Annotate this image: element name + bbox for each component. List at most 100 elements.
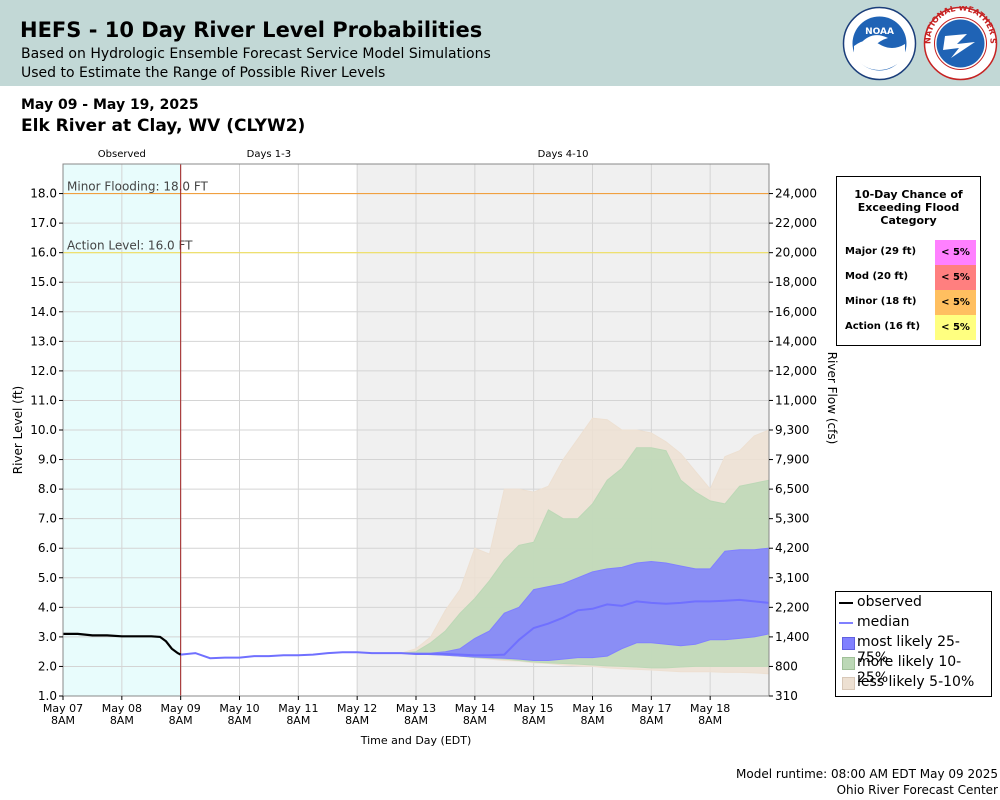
y2-tick-label: 6,500: [775, 482, 809, 496]
period-label: Observed: [98, 149, 146, 160]
chance-row-action: Action (16 ft) < 5%: [837, 315, 980, 340]
x-tick-label: May 15: [514, 702, 554, 715]
legend-item-most-likely: most likely 25-75%: [836, 633, 991, 666]
y2-tick-label: 1,400: [775, 630, 809, 644]
y2-tick-label: 800: [775, 659, 798, 673]
y-tick-label: 5.0: [38, 571, 57, 585]
date-range: May 09 - May 19, 2025: [21, 97, 199, 113]
y2-tick-label: 9,300: [775, 423, 809, 437]
x-tick-sublabel: 8AM: [51, 714, 75, 727]
chance-label: Minor (18 ft): [845, 296, 917, 307]
model-runtime: Model runtime: 08:00 AM EDT May 09 2025: [736, 767, 998, 781]
y-tick-label: 9.0: [38, 453, 57, 467]
y2-tick-label: 2,200: [775, 600, 809, 614]
y-tick-label: 15.0: [30, 275, 57, 289]
x-tick-label: May 17: [631, 702, 671, 715]
x-tick-sublabel: 8AM: [345, 714, 369, 727]
x-tick-label: May 07: [43, 702, 83, 715]
y-tick-label: 1.0: [38, 689, 57, 703]
y-tick-label: 11.0: [30, 393, 57, 407]
y2-tick-label: 5,300: [775, 512, 809, 526]
y2-tick-label: 24,000: [775, 187, 817, 201]
x-tick-label: May 18: [690, 702, 730, 715]
chart-legend: observed median most likely 25-75% more …: [835, 591, 992, 697]
legend-label: median: [857, 614, 910, 630]
observed-line: [63, 632, 182, 656]
forecast-center: Ohio River Forecast Center: [836, 783, 998, 797]
y-tick-label: 6.0: [38, 541, 57, 555]
page-title: HEFS - 10 Day River Level Probabilities: [20, 18, 483, 42]
chance-label: Mod (20 ft): [845, 271, 909, 282]
legend-box-swatch: [842, 677, 855, 690]
y-tick-label: 8.0: [38, 482, 57, 496]
x-tick-label: May 16: [572, 702, 612, 715]
x-tick-label: May 12: [337, 702, 377, 715]
chance-value: < 5%: [935, 240, 976, 265]
y-tick-label: 18.0: [30, 187, 57, 201]
x-tick-label: May 11: [278, 702, 318, 715]
page-subtitle-1: Based on Hydrologic Ensemble Forecast Se…: [21, 46, 491, 62]
y2-tick-label: 12,000: [775, 364, 817, 378]
y2-tick-label: 18,000: [775, 275, 817, 289]
flood-chance-table: 10-Day Chance of Exceeding Flood Categor…: [836, 176, 981, 346]
y-tick-label: 14.0: [30, 305, 57, 319]
legend-line-swatch: [839, 602, 853, 604]
x-tick-sublabel: 8AM: [698, 714, 722, 727]
chance-value: < 5%: [935, 315, 976, 340]
period-label: Days 1-3: [247, 149, 291, 160]
legend-label: most likely 25-75%: [857, 634, 960, 666]
threshold-label: Minor Flooding: 18.0 FT: [67, 180, 209, 194]
x-tick-sublabel: 8AM: [286, 714, 310, 727]
x-axis-label: Time and Day (EDT): [360, 734, 472, 747]
legend-label: more likely 10-25%: [857, 654, 962, 686]
y2-tick-label: 11,000: [775, 393, 817, 407]
y-tick-label: 12.0: [30, 364, 57, 378]
x-tick-sublabel: 8AM: [522, 714, 546, 727]
y2-tick-label: 16,000: [775, 305, 817, 319]
chance-value: < 5%: [935, 265, 976, 290]
y2-tick-label: 20,000: [775, 246, 817, 260]
y-axis-label: River Level (ft): [11, 386, 25, 474]
y2-tick-label: 4,200: [775, 541, 809, 555]
header-banner: HEFS - 10 Day River Level Probabilities …: [0, 0, 1000, 86]
x-tick-sublabel: 8AM: [463, 714, 487, 727]
y2-axis-label: River Flow (cfs): [825, 352, 839, 445]
x-tick-label: May 13: [396, 702, 436, 715]
y-tick-label: 7.0: [38, 512, 57, 526]
legend-item-observed: observed: [836, 593, 991, 613]
nws-logo-icon: NATIONAL WEATHER SERVICE: [923, 6, 998, 81]
chance-value: < 5%: [935, 290, 976, 315]
chance-label: Major (29 ft): [845, 246, 917, 257]
x-tick-sublabel: 8AM: [404, 714, 428, 727]
y2-tick-label: 14,000: [775, 334, 817, 348]
legend-box-swatch: [842, 637, 855, 650]
y-tick-label: 13.0: [30, 334, 57, 348]
legend-item-median: median: [836, 613, 991, 633]
legend-box-swatch: [842, 657, 855, 670]
hefs-chart: Observed Days 1-3 Days 4-10 Minor Flooding:…: [11, 149, 839, 747]
x-tick-label: May 14: [455, 702, 495, 715]
y2-tick-label: 310: [775, 689, 798, 703]
y2-tick-label: 7,900: [775, 453, 809, 467]
legend-item-more-likely: more likely 10-25%: [836, 653, 991, 686]
noaa-logo-icon: NOAA: [842, 6, 917, 81]
chance-label: Action (16 ft): [845, 321, 921, 332]
chance-row-moderate: Mod (20 ft) < 5%: [837, 265, 980, 290]
x-tick-sublabel: 8AM: [580, 714, 604, 727]
legend-line-swatch: [839, 622, 853, 624]
legend-item-less-likely: less likely 5-10%: [836, 673, 991, 693]
x-tick-sublabel: 8AM: [639, 714, 663, 727]
y-tick-label: 16.0: [30, 246, 57, 260]
chance-row-minor: Minor (18 ft) < 5%: [837, 290, 980, 315]
y2-tick-label: 3,100: [775, 571, 809, 585]
page-subtitle-2: Used to Estimate the Range of Possible R…: [21, 65, 386, 81]
legend-label: observed: [857, 594, 922, 610]
legend-label: less likely 5-10%: [857, 674, 975, 690]
y2-tick-label: 22,000: [775, 216, 817, 230]
y-tick-label: 17.0: [30, 216, 57, 230]
x-tick-label: May 08: [102, 702, 142, 715]
x-tick-sublabel: 8AM: [110, 714, 134, 727]
y-tick-label: 2.0: [38, 659, 57, 673]
x-tick-label: May 09: [161, 702, 201, 715]
y-tick-label: 10.0: [30, 423, 57, 437]
